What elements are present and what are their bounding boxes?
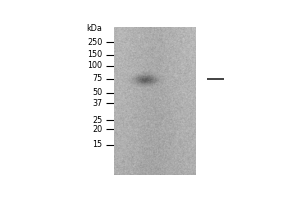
Text: 100: 100	[88, 61, 103, 70]
Text: 25: 25	[92, 116, 103, 125]
Text: 15: 15	[92, 140, 103, 149]
Text: 150: 150	[88, 50, 103, 59]
Text: 37: 37	[92, 99, 103, 108]
Text: kDa: kDa	[87, 24, 103, 33]
Text: 75: 75	[92, 74, 103, 83]
Text: 250: 250	[87, 38, 103, 47]
Text: 20: 20	[92, 125, 103, 134]
Text: 50: 50	[92, 88, 103, 97]
